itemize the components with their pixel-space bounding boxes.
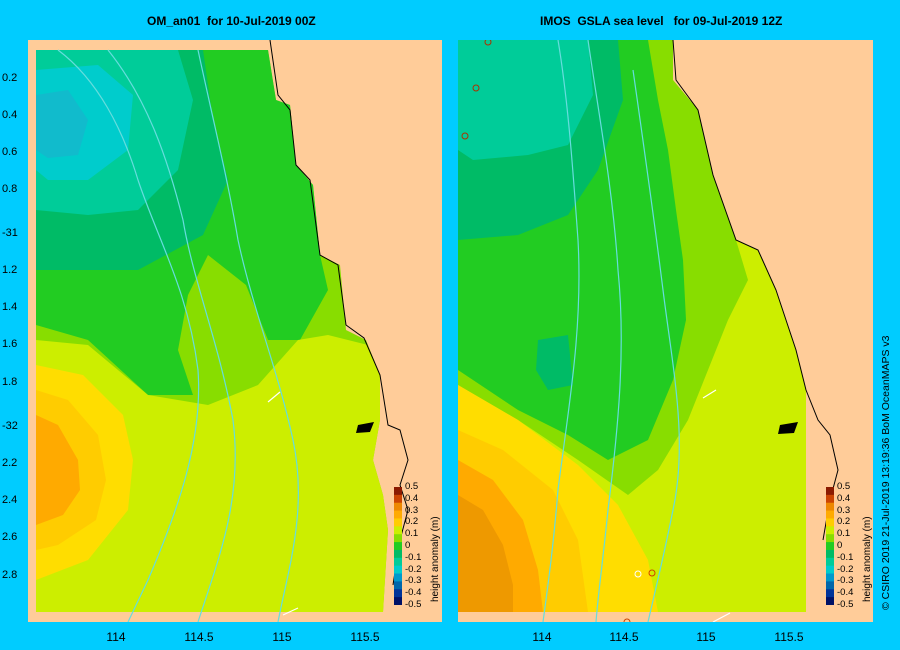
colorbar-swatch — [826, 597, 834, 605]
colorbar-swatch — [394, 557, 402, 567]
colorbar-swatch — [826, 549, 834, 559]
left-colorbar-title: height anomaly (m) — [430, 516, 441, 602]
colorbar-swatch — [826, 542, 834, 551]
colorbar-label: 0.1 — [837, 528, 851, 540]
colorbar-swatch — [826, 526, 834, 535]
colorbar-swatch — [394, 534, 402, 543]
colorbar-label: -0.1 — [405, 551, 422, 563]
colorbar-label: 0 — [405, 540, 411, 551]
lat-tick: 2.8 — [2, 569, 18, 581]
lon-tick: 115.5 — [774, 630, 804, 644]
colorbar-swatch — [394, 542, 402, 551]
colorbar-label: -0.4 — [405, 587, 422, 599]
lat-tick: 0.8 — [2, 183, 18, 195]
left-map-title: OM_an01 for 10-Jul-2019 00Z — [147, 14, 316, 28]
colorbar-label: 0.5 — [405, 481, 419, 492]
colorbar-swatch — [826, 534, 834, 543]
colorbar-label: 0.3 — [837, 504, 851, 516]
lat-tick: 1.6 — [2, 338, 18, 350]
lon-tick: 115.5 — [350, 630, 380, 644]
lon-tick: 114.5 — [609, 630, 639, 644]
colorbar-label: 0.2 — [837, 516, 851, 528]
colorbar-label: 0.4 — [837, 492, 851, 504]
colorbar-label: 0.4 — [405, 492, 419, 504]
lat-tick: 2.4 — [2, 494, 18, 506]
colorbar-label: 0.1 — [405, 528, 419, 540]
colorbar-swatch — [394, 597, 402, 605]
lon-tick: 114 — [532, 630, 552, 644]
colorbar-swatch — [826, 581, 834, 590]
colorbar-swatch — [394, 565, 402, 575]
colorbar-swatch — [394, 589, 402, 598]
colorbar-label: -0.3 — [837, 575, 854, 587]
lat-tick: 0.6 — [2, 146, 18, 158]
colorbar-swatch — [394, 573, 402, 582]
colorbar-swatch — [826, 565, 834, 575]
colorbar-swatch — [826, 494, 834, 504]
colorbar-label: -0.1 — [837, 551, 854, 563]
lat-tick: 0.2 — [2, 72, 18, 84]
lat-tick: 2.6 — [2, 531, 18, 543]
lat-tick: 1.4 — [2, 301, 18, 313]
colorbar-label: -0.5 — [837, 599, 854, 610]
lat-tick: -32 — [2, 420, 18, 432]
lat-tick: -31 — [2, 227, 18, 239]
lat-tick: 1.8 — [2, 376, 18, 388]
colorbar-swatch — [826, 502, 834, 512]
right-map-title: IMOS GSLA sea level for 09-Jul-2019 12Z — [540, 14, 783, 28]
colorbar-label: -0.2 — [837, 563, 854, 575]
lon-tick: 115 — [272, 630, 292, 644]
left-colorbar-swatches — [394, 487, 402, 605]
colorbar-swatch — [826, 510, 834, 519]
colorbar-label: -0.5 — [405, 599, 422, 610]
colorbar-swatch — [394, 526, 402, 535]
colorbar-label: -0.2 — [405, 563, 422, 575]
colorbar-label: -0.3 — [405, 575, 422, 587]
lon-tick: 115 — [696, 630, 716, 644]
colorbar-swatch — [826, 557, 834, 567]
copyright-credit: © CSIRO 2019 21-Jul-2019 13:19:36 BoM Oc… — [880, 335, 892, 610]
right-colorbar-swatches — [826, 487, 834, 605]
lon-tick: 114 — [106, 630, 126, 644]
right-colorbar-title: height anomaly (m) — [862, 516, 873, 602]
left-anomaly-contour-map — [28, 40, 442, 622]
colorbar-swatch — [394, 510, 402, 519]
lat-tick: 2.2 — [2, 457, 18, 469]
right-map-panel — [458, 40, 873, 622]
colorbar-swatch — [826, 518, 834, 527]
lat-tick: 1.2 — [2, 264, 18, 276]
colorbar-swatch — [394, 518, 402, 527]
lon-tick: 114.5 — [184, 630, 214, 644]
left-map-panel — [28, 40, 442, 622]
colorbar-swatch — [394, 502, 402, 512]
colorbar-label: -0.4 — [837, 587, 854, 599]
colorbar-label: 0.3 — [405, 504, 419, 516]
colorbar-swatch — [826, 487, 834, 496]
right-anomaly-contour-map — [458, 40, 873, 622]
colorbar-label: 0 — [837, 540, 843, 551]
colorbar-swatch — [394, 549, 402, 559]
colorbar-label: 0.5 — [837, 481, 851, 492]
colorbar-swatch — [826, 573, 834, 582]
lat-tick: 0.4 — [2, 109, 18, 121]
colorbar-label: 0.2 — [405, 516, 419, 528]
colorbar-swatch — [394, 581, 402, 590]
colorbar-swatch — [394, 487, 402, 496]
colorbar-swatch — [394, 494, 402, 504]
colorbar-swatch — [826, 589, 834, 598]
